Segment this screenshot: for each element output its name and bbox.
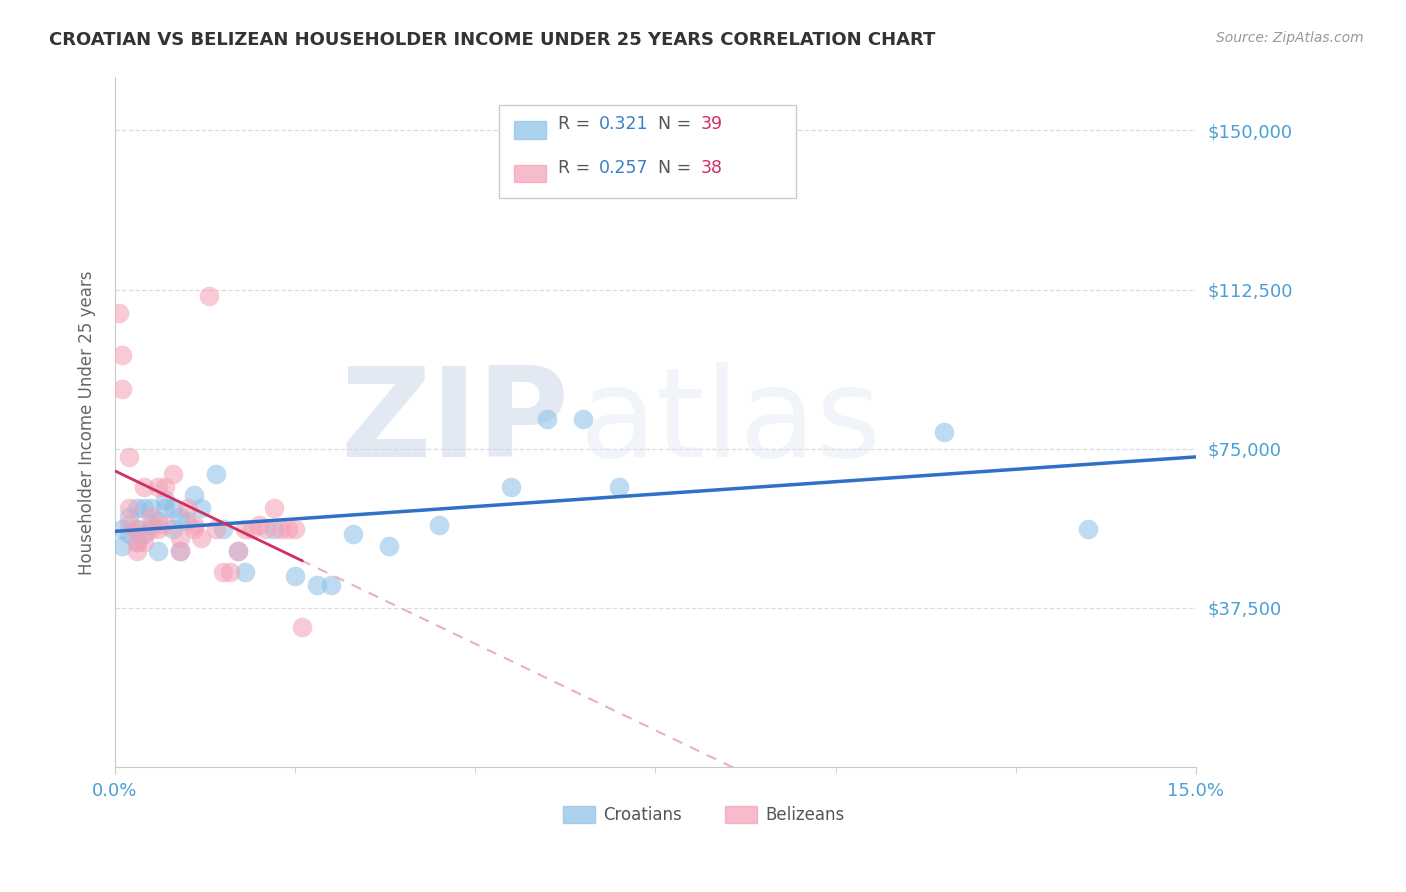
Text: CROATIAN VS BELIZEAN HOUSEHOLDER INCOME UNDER 25 YEARS CORRELATION CHART: CROATIAN VS BELIZEAN HOUSEHOLDER INCOME … bbox=[49, 31, 935, 49]
FancyBboxPatch shape bbox=[513, 121, 547, 138]
Point bbox=[155, 480, 177, 494]
Point bbox=[125, 523, 148, 537]
Point bbox=[148, 480, 170, 494]
Point bbox=[212, 565, 235, 579]
Point bbox=[162, 501, 184, 516]
Point bbox=[111, 383, 134, 397]
Point bbox=[536, 412, 558, 426]
Point bbox=[197, 289, 219, 303]
Point bbox=[240, 523, 263, 537]
Point bbox=[125, 543, 148, 558]
Point bbox=[321, 577, 343, 591]
Text: 39: 39 bbox=[702, 115, 723, 133]
Point bbox=[247, 518, 270, 533]
Text: atlas: atlas bbox=[579, 362, 882, 483]
Point bbox=[169, 543, 191, 558]
Text: N =: N = bbox=[647, 159, 696, 177]
Point bbox=[183, 518, 205, 533]
Point bbox=[118, 518, 141, 533]
Point bbox=[118, 526, 141, 541]
Point bbox=[125, 535, 148, 549]
Point bbox=[111, 540, 134, 554]
Text: Source: ZipAtlas.com: Source: ZipAtlas.com bbox=[1216, 31, 1364, 45]
Point bbox=[155, 518, 177, 533]
Point bbox=[125, 501, 148, 516]
Text: Croatians: Croatians bbox=[603, 805, 682, 823]
Text: Belizeans: Belizeans bbox=[766, 805, 845, 823]
Point bbox=[190, 501, 212, 516]
Point bbox=[111, 348, 134, 362]
Point bbox=[148, 523, 170, 537]
Point bbox=[169, 509, 191, 524]
Point bbox=[148, 514, 170, 528]
Text: 0.321: 0.321 bbox=[599, 115, 648, 133]
Text: 38: 38 bbox=[702, 159, 723, 177]
Point bbox=[205, 467, 228, 482]
Point bbox=[132, 526, 155, 541]
Point bbox=[155, 501, 177, 516]
Text: N =: N = bbox=[647, 115, 696, 133]
Point bbox=[233, 523, 256, 537]
FancyBboxPatch shape bbox=[513, 165, 547, 183]
Point bbox=[378, 540, 401, 554]
Point bbox=[291, 620, 314, 634]
Point bbox=[162, 523, 184, 537]
Point bbox=[155, 492, 177, 507]
Point bbox=[572, 412, 595, 426]
Y-axis label: Householder Income Under 25 years: Householder Income Under 25 years bbox=[79, 270, 96, 574]
Point bbox=[162, 467, 184, 482]
Point bbox=[205, 523, 228, 537]
Point bbox=[132, 535, 155, 549]
Text: ZIP: ZIP bbox=[340, 362, 569, 483]
Point bbox=[132, 480, 155, 494]
Point bbox=[176, 514, 198, 528]
Point bbox=[132, 501, 155, 516]
FancyBboxPatch shape bbox=[499, 105, 796, 198]
Point bbox=[190, 531, 212, 545]
Point bbox=[342, 526, 364, 541]
Point bbox=[284, 569, 307, 583]
Point bbox=[118, 501, 141, 516]
Point bbox=[226, 543, 249, 558]
Point bbox=[501, 480, 523, 494]
Point bbox=[212, 523, 235, 537]
Point bbox=[139, 509, 162, 524]
Point bbox=[125, 523, 148, 537]
Point bbox=[139, 501, 162, 516]
Point bbox=[609, 480, 631, 494]
Point bbox=[118, 450, 141, 465]
Point bbox=[139, 523, 162, 537]
FancyBboxPatch shape bbox=[562, 806, 595, 823]
Point bbox=[219, 565, 242, 579]
Point bbox=[263, 501, 285, 516]
Point bbox=[263, 523, 285, 537]
Point bbox=[169, 543, 191, 558]
FancyBboxPatch shape bbox=[724, 806, 756, 823]
Text: R =: R = bbox=[558, 159, 596, 177]
Point bbox=[270, 523, 292, 537]
Point bbox=[932, 425, 955, 439]
Point bbox=[226, 543, 249, 558]
Text: 0.257: 0.257 bbox=[599, 159, 648, 177]
Point bbox=[176, 501, 198, 516]
Point bbox=[118, 509, 141, 524]
Point bbox=[183, 523, 205, 537]
Point bbox=[169, 531, 191, 545]
Point bbox=[233, 565, 256, 579]
Point bbox=[148, 543, 170, 558]
Point bbox=[111, 523, 134, 537]
Point bbox=[305, 577, 328, 591]
Point bbox=[254, 523, 277, 537]
Point bbox=[277, 523, 299, 537]
Point bbox=[139, 518, 162, 533]
Text: R =: R = bbox=[558, 115, 596, 133]
Point bbox=[125, 535, 148, 549]
Point bbox=[284, 523, 307, 537]
Point bbox=[1077, 523, 1099, 537]
Point bbox=[107, 306, 129, 320]
Point bbox=[183, 488, 205, 502]
Point bbox=[427, 518, 450, 533]
